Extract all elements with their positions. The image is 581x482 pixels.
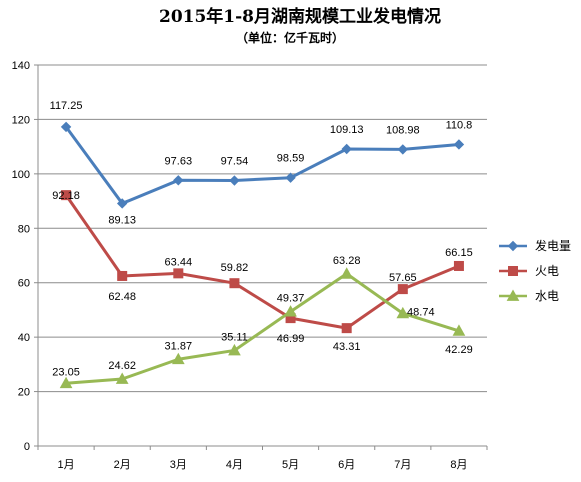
data-label: 46.99 (277, 333, 305, 345)
data-label: 98.59 (277, 153, 305, 165)
data-label: 49.37 (277, 293, 305, 305)
data-label: 109.13 (330, 124, 364, 136)
series-line-1 (64, 194, 460, 330)
data-point (59, 376, 73, 389)
data-point (173, 268, 184, 279)
data-point (453, 139, 465, 150)
data-point (341, 143, 352, 155)
data-point (60, 121, 72, 133)
data-label: 62.48 (108, 291, 136, 303)
data-point (229, 278, 240, 289)
data-point (284, 305, 297, 317)
data-labels: 117.25 89.13 97.63 97.54 98.59 109.13 108.98 11… (50, 100, 473, 378)
series-line-0 (64, 126, 460, 205)
y-tick-label: 20 (18, 387, 30, 399)
legend-entry: 火电 (535, 264, 559, 278)
y-tick-label: 0 (24, 441, 30, 453)
data-point (340, 267, 354, 279)
data-point (173, 175, 184, 186)
legend-swatch-marker (508, 266, 518, 276)
data-point (396, 306, 410, 319)
y-tick-label: 140 (12, 60, 30, 72)
data-label: 63.44 (165, 256, 193, 268)
data-label: 43.31 (333, 341, 361, 353)
data-point (171, 352, 185, 365)
y-tick-label: 60 (18, 278, 30, 290)
data-label: 23.05 (52, 366, 80, 378)
chart-subtitle: （单位：亿千瓦时） (236, 30, 344, 45)
data-label: 66.15 (445, 247, 473, 259)
legend-entry: 发电量 (535, 238, 571, 253)
x-tick-label: 6月 (338, 459, 355, 471)
x-tick-label: 7月 (394, 459, 411, 471)
x-tick-label: 1月 (58, 459, 75, 471)
axes: 0 20 40 60 80 100 120 140 1月 2月 3月 4月 5月 6月 7月 8月 (12, 60, 488, 471)
y-tick-label: 40 (18, 332, 30, 344)
data-point (229, 175, 240, 186)
data-point (397, 144, 409, 155)
data-label: 48.74 (407, 306, 435, 318)
data-label: 108.98 (386, 124, 420, 136)
data-label: 92.18 (52, 190, 80, 202)
data-point (285, 172, 296, 183)
data-label: 117.25 (50, 100, 83, 112)
data-point (228, 343, 241, 356)
chart-title: 2015年1-8月湖南规模工业发电情况 (159, 6, 441, 27)
data-point (341, 323, 352, 334)
data-label: 35.11 (221, 331, 248, 343)
data-label: 31.87 (165, 340, 193, 352)
x-tick-label: 4月 (226, 459, 243, 471)
data-label: 59.82 (221, 262, 249, 274)
series-layer (59, 121, 466, 389)
data-label: 97.63 (165, 155, 193, 167)
data-point (115, 372, 129, 384)
data-point (397, 284, 408, 295)
data-label: 89.13 (108, 214, 136, 226)
data-point (61, 190, 72, 201)
x-tick-label: 2月 (114, 459, 131, 471)
y-tick-label: 80 (18, 223, 30, 235)
data-label: 42.29 (445, 344, 473, 356)
gridlines (38, 64, 487, 447)
x-tick-label: 8月 (450, 459, 467, 471)
legend-swatch-marker (507, 240, 519, 252)
y-tick-label: 120 (12, 114, 30, 126)
series-line-2 (65, 272, 460, 385)
legend-entry: 水电 (535, 289, 559, 303)
data-label: 57.65 (389, 272, 417, 284)
data-label: 110.8 (446, 119, 473, 131)
data-label: 24.62 (108, 360, 136, 372)
data-point (452, 324, 466, 336)
x-tick-label: 5月 (282, 459, 299, 471)
y-tick-label: 100 (12, 169, 30, 181)
data-label: 63.28 (333, 255, 361, 267)
x-tick-label: 3月 (170, 459, 187, 471)
data-point (453, 260, 464, 271)
data-label: 97.54 (221, 156, 249, 168)
data-point (117, 270, 128, 281)
legend-swatch-marker (506, 289, 520, 301)
data-point (116, 198, 128, 209)
